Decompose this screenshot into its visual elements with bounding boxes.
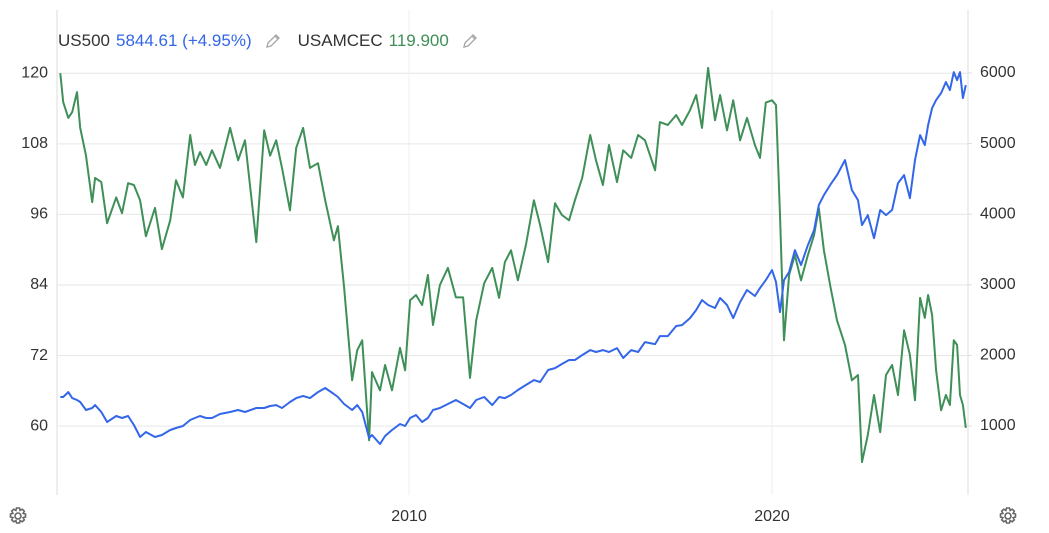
y2-tick-label: 3000 xyxy=(980,276,1016,293)
y2-tick-label: 2000 xyxy=(980,347,1016,364)
y-tick-label: 60 xyxy=(30,417,48,434)
settings-left[interactable] xyxy=(9,507,27,524)
legend-value: 119.900 xyxy=(388,31,449,50)
y2-tick-label: 5000 xyxy=(980,135,1016,152)
legend-name: US500 xyxy=(58,31,110,50)
gear xyxy=(999,507,1017,524)
series-line xyxy=(60,71,967,445)
x-tick-label: 2010 xyxy=(391,508,427,525)
legend-name: USAMCEC xyxy=(297,31,383,50)
edit-icon[interactable] xyxy=(264,32,282,50)
y2-tick-label: 4000 xyxy=(980,205,1016,222)
settings-right[interactable] xyxy=(999,507,1017,524)
x-tick-label: 2020 xyxy=(754,508,790,525)
y-tick-label: 108 xyxy=(21,135,48,152)
legend: US500 5844.61 (+4.95%) USAMCEC 119.900 xyxy=(58,31,489,51)
gear-hole xyxy=(1004,512,1012,520)
y-tick-label: 96 xyxy=(30,206,48,223)
pencil xyxy=(265,34,280,48)
gear-hole xyxy=(14,512,22,520)
y-tick-label: 84 xyxy=(30,276,48,293)
pencil xyxy=(462,34,477,48)
y2-tick-label: 1000 xyxy=(980,417,1016,434)
y-tick-label: 72 xyxy=(30,347,48,364)
y-tick-label: 120 xyxy=(21,64,48,81)
y2-tick-label: 6000 xyxy=(980,64,1016,81)
legend-value: 5844.61 (+4.95%) xyxy=(115,31,252,50)
series-line xyxy=(59,66,967,464)
edit-icon[interactable] xyxy=(461,32,479,50)
gear xyxy=(9,507,27,524)
